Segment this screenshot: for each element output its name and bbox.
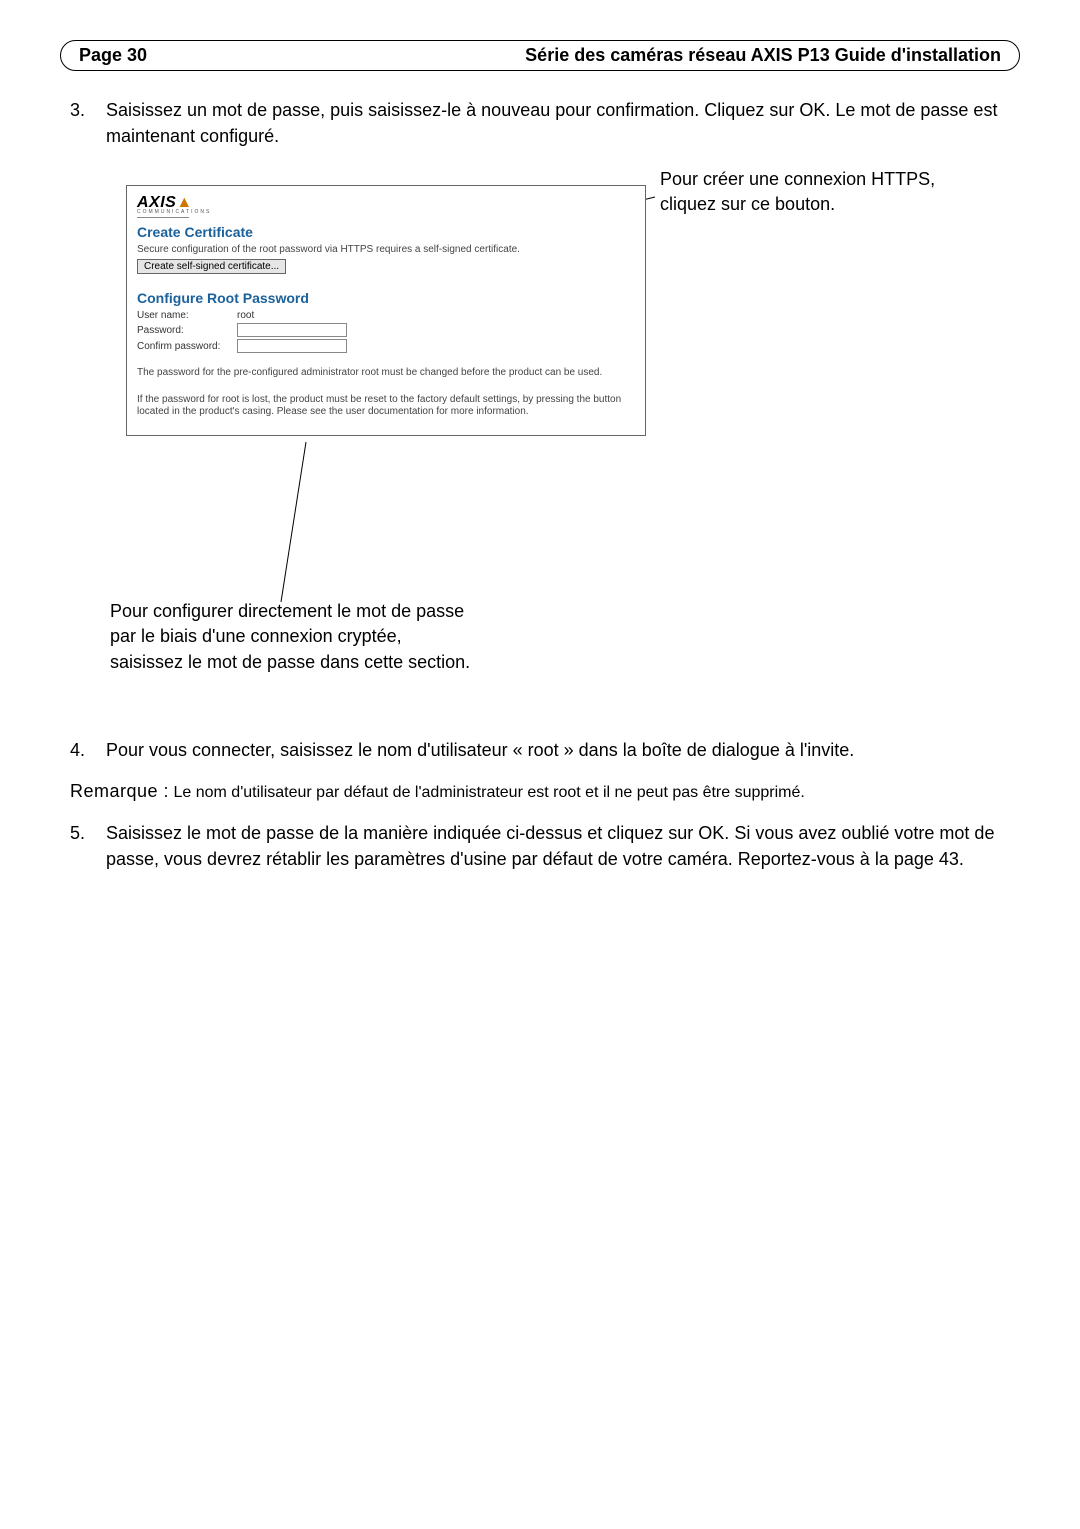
create-cert-title: Create Certificate [137,224,635,240]
dlg-para2: If the password for root is lost, the pr… [137,394,635,419]
step-number: 4. [70,737,96,763]
figure: Pour créer une connexion HTTPS, cliquez … [100,167,1010,707]
document-page: Page 30 Série des caméras réseau AXIS P1… [0,0,1080,950]
username-value: root [237,310,254,321]
step-3: 3. Saisissez un mot de passe, puis saisi… [60,97,1020,149]
caption-configure: Pour configurer directement le mot de pa… [110,599,470,675]
password-input[interactable] [237,323,347,337]
confirm-input[interactable] [237,339,347,353]
caption-l1: Pour configurer directement le mot de pa… [110,599,470,624]
step-text: Saisissez le mot de passe de la manière … [106,820,1020,872]
row-password: Password: [137,323,635,337]
instruction-list: 3. Saisissez un mot de passe, puis saisi… [60,97,1020,149]
step-4: 4. Pour vous connecter, saisissez le nom… [60,737,1020,763]
caption-l3: saisissez le mot de passe dans cette sec… [110,650,470,675]
remark-label: Remarque : [70,781,169,801]
callout-https: Pour créer une connexion HTTPS, cliquez … [660,167,935,217]
remark: Remarque : Le nom d'utilisateur par défa… [70,781,1020,802]
doc-title: Série des caméras réseau AXIS P13 Guide … [525,45,1001,66]
confirm-label: Confirm password: [137,341,237,352]
caption-l2: par le biais d'une connexion cryptée, [110,624,470,649]
callout-line1: Pour créer une connexion HTTPS, [660,167,935,192]
step-5: 5. Saisissez le mot de passe de la maniè… [60,820,1020,872]
step-text: Pour vous connecter, saisissez le nom d'… [106,737,1020,763]
password-label: Password: [137,325,237,336]
step-number: 3. [70,97,96,149]
axis-logo-sub: COMMUNICATIONS [137,209,189,218]
username-label: User name: [137,310,237,321]
create-cert-button[interactable]: Create self-signed certificate... [137,259,286,274]
callout-line2: cliquez sur ce bouton. [660,192,935,217]
page-header: Page 30 Série des caméras réseau AXIS P1… [60,40,1020,71]
create-cert-desc: Secure configuration of the root passwor… [137,244,635,255]
remark-text: Le nom d'utilisateur par défaut de l'adm… [169,784,805,801]
step-number: 5. [70,820,96,872]
row-confirm: Confirm password: [137,339,635,353]
config-root-title: Configure Root Password [137,290,635,306]
instruction-list-2: 4. Pour vous connecter, saisissez le nom… [60,737,1020,763]
dlg-para1: The password for the pre-configured admi… [137,367,635,380]
row-username: User name: root [137,310,635,321]
axis-logo: AXIS▲ COMMUNICATIONS [137,194,635,218]
config-dialog: AXIS▲ COMMUNICATIONS Create Certificate … [126,185,646,436]
instruction-list-3: 5. Saisissez le mot de passe de la maniè… [60,820,1020,872]
step-text: Saisissez un mot de passe, puis saisisse… [106,97,1020,149]
page-number: Page 30 [79,45,147,66]
